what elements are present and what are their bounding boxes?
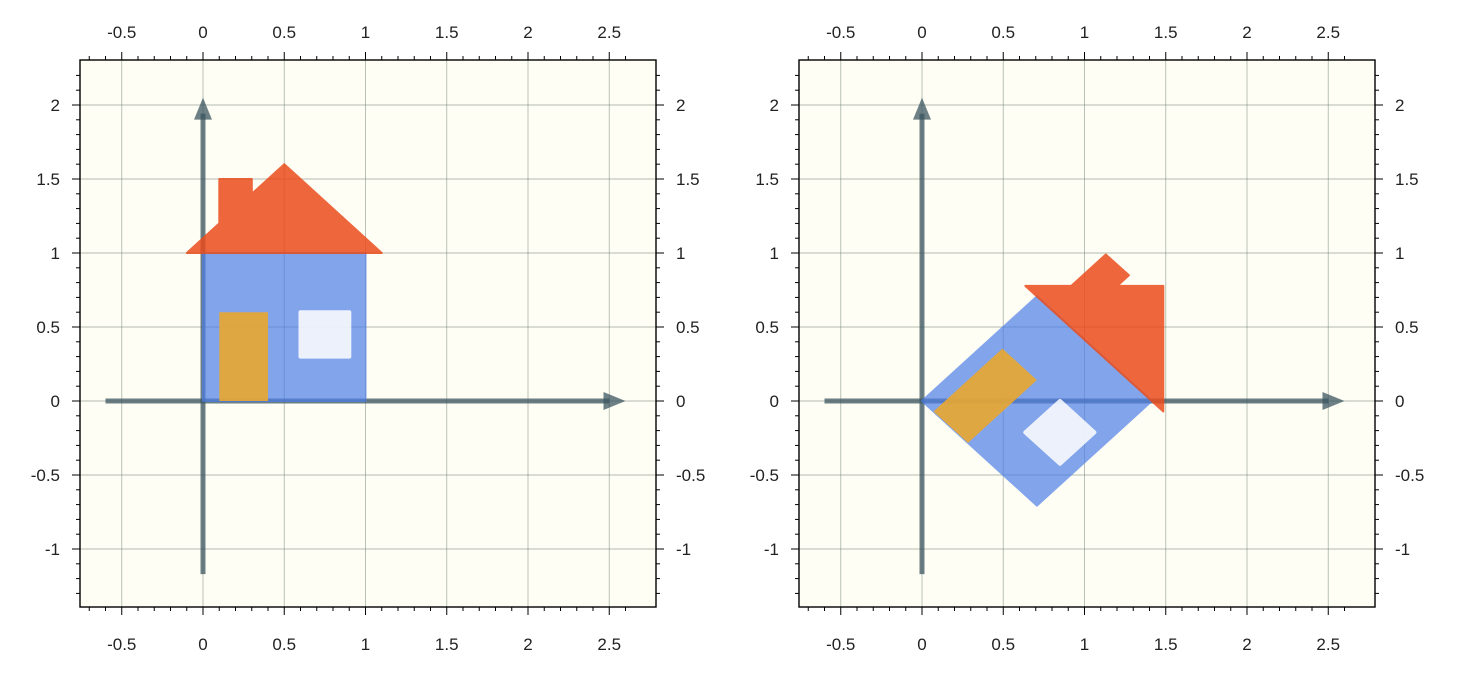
x-tick-label-bottom: 1.5 [435,635,459,654]
house-door [933,348,1037,443]
x-tick-label-top: 2 [1242,23,1251,42]
y-tick-label-left: 2 [51,96,60,115]
grid [80,60,656,607]
x-tick-label-bottom: 2 [523,635,532,654]
house [921,253,1165,507]
x-tick-label-top: -0.5 [826,23,855,42]
y-tick-label-left: -0.5 [750,466,779,485]
x-axis-arrow-icon [1322,392,1345,410]
y-tick-label-right: -0.5 [1395,466,1424,485]
y-axis-arrow-icon [913,97,931,120]
x-tick-label-bottom: 2.5 [1316,635,1340,654]
y-tick-label-right: 0 [676,392,685,411]
y-tick-label-right: 0.5 [676,318,700,337]
house-door [219,312,268,401]
plot-background [80,60,656,607]
y-tick-label-right: -1 [1395,540,1410,559]
y-tick-label-left: 0.5 [755,318,779,337]
y-tick-label-left: -1 [764,540,779,559]
y-tick-label-left: 1 [770,244,779,263]
tick-labels: -0.5 -0.5 0 0 0.5 0.5 1 1 1.5 1.5 2 2 2.5 2.5 2 2 1.5 1.5… [750,23,1425,654]
plot-frame [798,59,1376,608]
x-tick-label-bottom: 0.5 [991,635,1015,654]
y-tick-label-right: 2 [676,96,685,115]
x-tick-label-bottom: -0.5 [107,635,136,654]
y-axis-arrow-icon [194,97,212,120]
y-tick-label-right: 0.5 [1395,318,1419,337]
y-tick-label-left: -0.5 [31,466,60,485]
y-tick-label-left: 0 [770,392,779,411]
y-tick-label-left: -1 [45,540,60,559]
x-tick-label-bottom: 0.5 [272,635,296,654]
y-tick-label-right: 1.5 [676,170,700,189]
y-tick-label-right: -0.5 [676,466,705,485]
plot-frame [79,59,657,608]
x-tick-label-bottom: 1 [1080,635,1089,654]
y-tick-label-right: 1 [1395,244,1404,263]
x-tick-label-top: 1 [361,23,370,42]
y-tick-label-right: -1 [676,540,691,559]
y-tick-label-right: 2 [1395,96,1404,115]
x-tick-label-bottom: 0 [198,635,207,654]
y-tick-label-left: 0 [51,392,60,411]
x-tick-label-top: 2.5 [1316,23,1340,42]
x-tick-label-top: 1.5 [435,23,459,42]
x-axis-arrow-icon [603,392,626,410]
panel-right: -0.5 -0.5 0 0 0.5 0.5 1 1 1.5 1.5 2 2 2.5 2.5 2 2 1.5 1.5… [750,23,1425,654]
y-tick-label-right: 1 [676,244,685,263]
house-window [298,310,352,359]
y-tick-label-left: 1 [51,244,60,263]
x-tick-label-top: -0.5 [107,23,136,42]
x-tick-label-top: 0 [198,23,207,42]
panel-left: -0.5 -0.5 0 0 0.5 0.5 1 1 1.5 1.5 2 2 2.5 2.5 2 2 1.5 1.5… [31,23,706,654]
house-roof [185,163,383,254]
house-window [1023,399,1097,466]
x-tick-label-top: 0.5 [272,23,296,42]
x-tick-label-bottom: 1 [361,635,370,654]
y-tick-label-left: 2 [770,96,779,115]
house [185,163,383,402]
x-tick-label-top: 0.5 [991,23,1015,42]
x-tick-label-top: 0 [917,23,926,42]
x-tick-label-bottom: -0.5 [826,635,855,654]
y-tick-label-right: 0 [1395,392,1404,411]
x-tick-label-top: 2.5 [597,23,621,42]
y-tick-label-left: 0.5 [36,318,60,337]
y-tick-label-left: 1.5 [755,170,779,189]
tick-labels: -0.5 -0.5 0 0 0.5 0.5 1 1 1.5 1.5 2 2 2.5 2.5 2 2 1.5 1.5… [31,23,706,654]
x-tick-label-bottom: 1.5 [1154,635,1178,654]
x-tick-label-top: 2 [523,23,532,42]
x-tick-label-bottom: 0 [917,635,926,654]
x-tick-label-bottom: 2.5 [597,635,621,654]
x-tick-label-top: 1.5 [1154,23,1178,42]
y-tick-label-right: 1.5 [1395,170,1419,189]
x-tick-label-bottom: 2 [1242,635,1251,654]
x-tick-label-top: 1 [1080,23,1089,42]
house-roof [1024,253,1165,413]
y-tick-label-left: 1.5 [36,170,60,189]
